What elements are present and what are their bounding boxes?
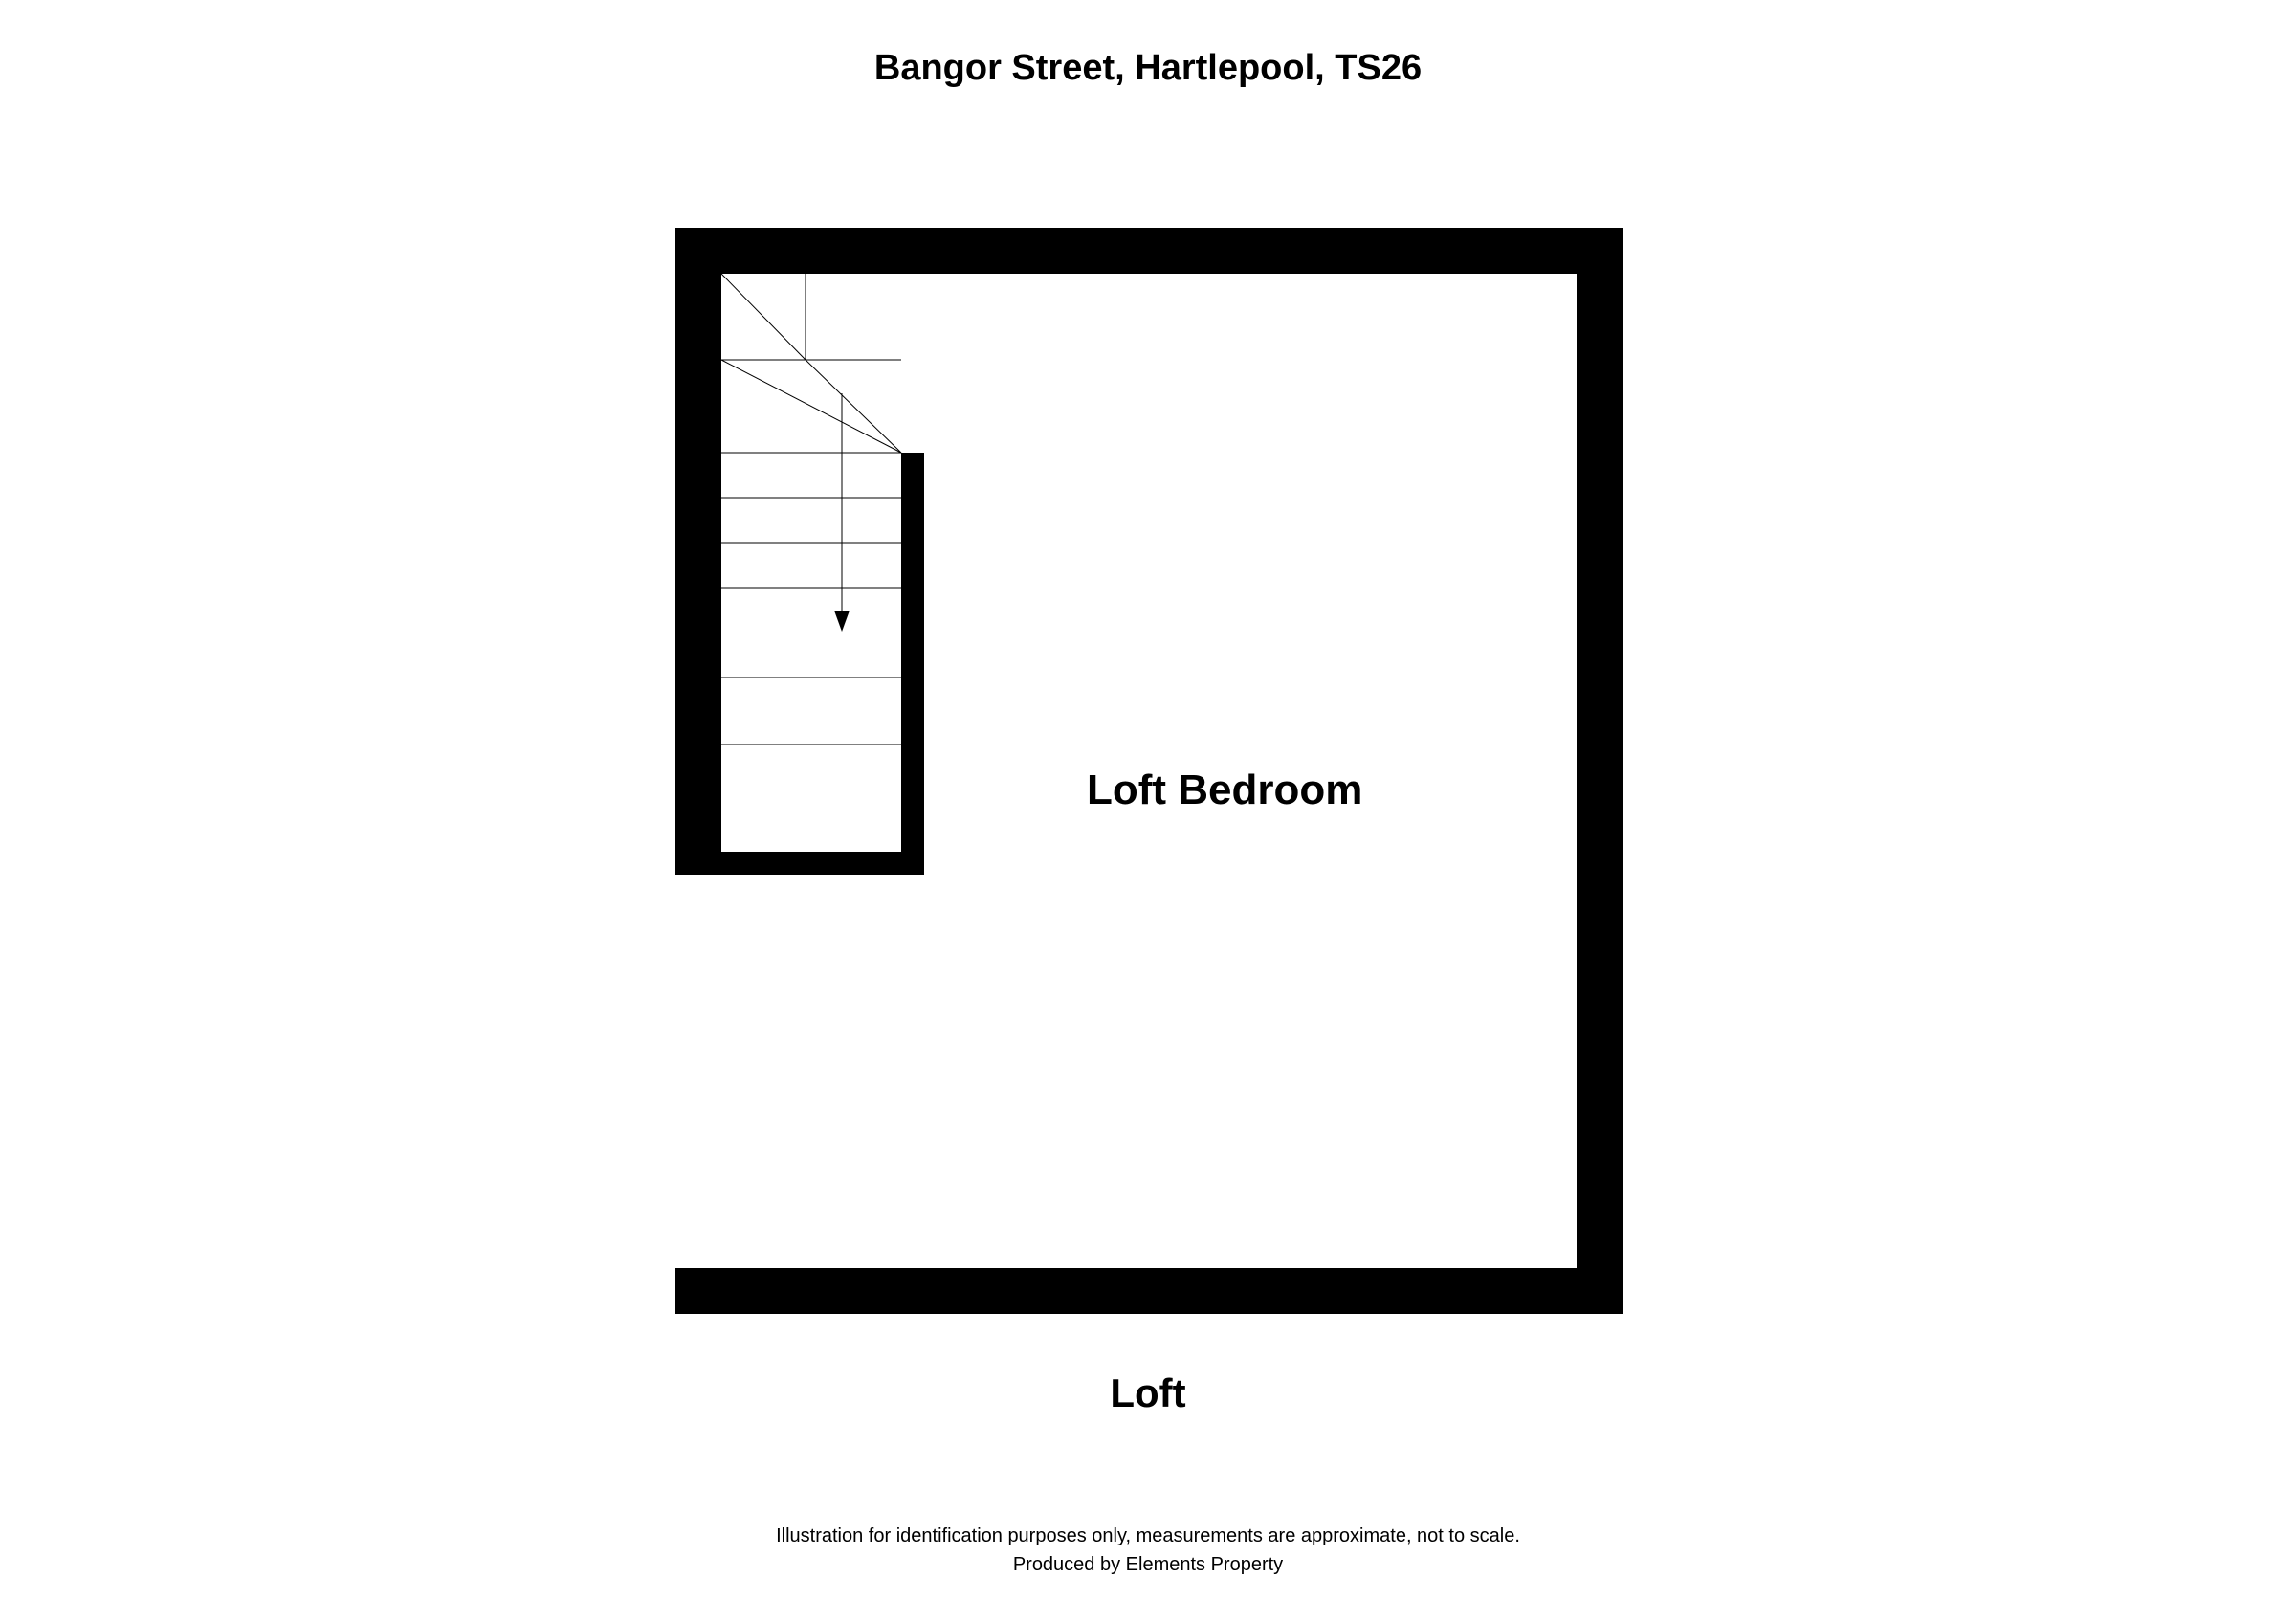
producer-text: Produced by Elements Property	[0, 1554, 2296, 1576]
floorplan: Loft Bedroom	[675, 228, 1623, 1314]
disclaimer-text: Illustration for identification purposes…	[0, 1525, 2296, 1547]
room-label-loft-bedroom: Loft Bedroom	[1087, 767, 1362, 814]
floor-label: Loft	[0, 1370, 2296, 1416]
page-title: Bangor Street, Hartlepool, TS26	[0, 48, 2296, 89]
